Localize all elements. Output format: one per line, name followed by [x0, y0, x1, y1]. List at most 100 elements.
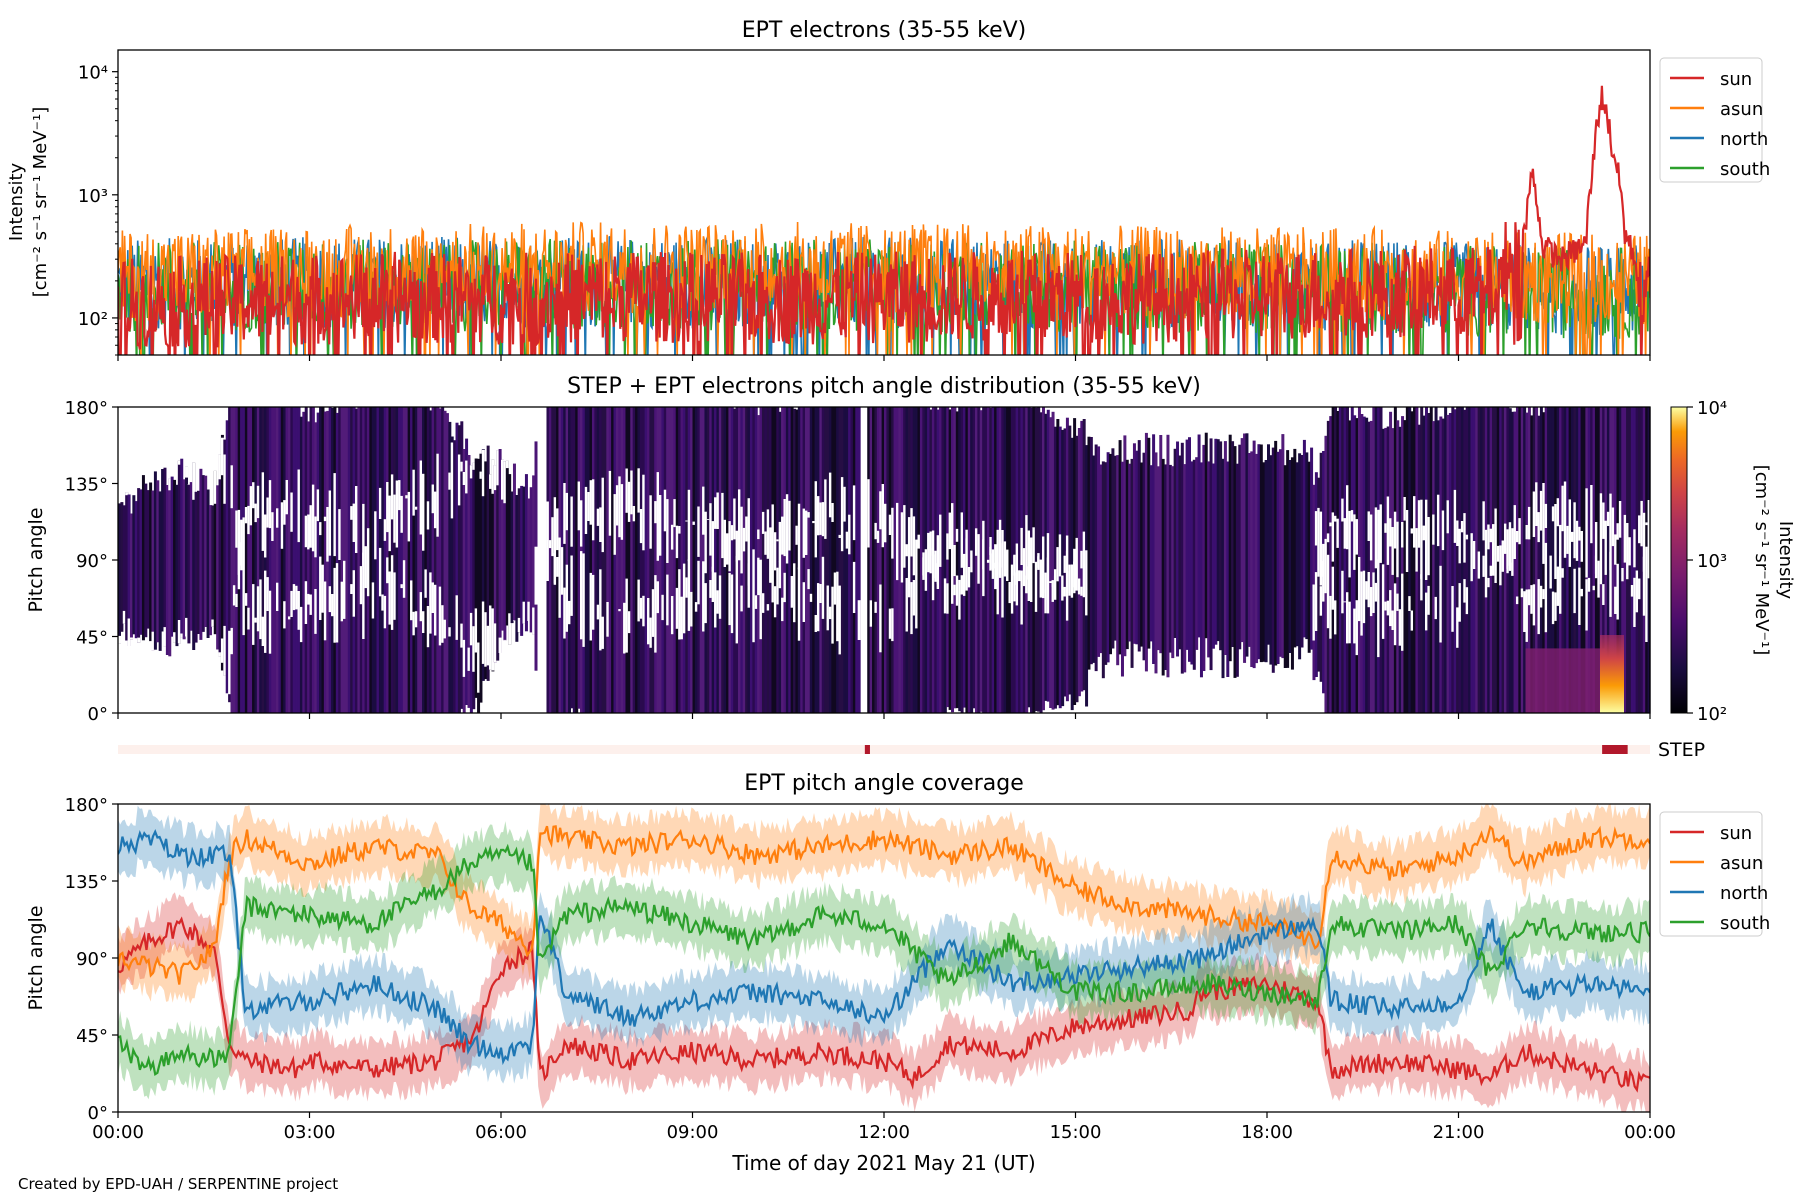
heatmap-gap — [1523, 591, 1527, 632]
heatmap-gap — [852, 561, 856, 613]
heatmap-column — [716, 407, 720, 713]
heatmap-column — [761, 407, 765, 713]
heatmap-gap — [1424, 592, 1428, 631]
heatmap-gap — [936, 535, 940, 589]
heatmap-gap — [903, 505, 907, 568]
heatmap-column — [647, 407, 651, 713]
heatmap-gap — [1496, 545, 1500, 562]
heatmap-gap — [364, 546, 368, 589]
heatmap-gap — [1518, 518, 1522, 545]
heatmap-gap — [620, 484, 624, 540]
heatmap-gap — [352, 503, 356, 542]
heatmap-gap — [754, 595, 758, 609]
heatmap-column — [1238, 444, 1242, 650]
heatmap-gap — [283, 601, 287, 629]
heatmap-gap — [1594, 522, 1598, 574]
heatmap-column — [1489, 407, 1493, 713]
heatmap-gap — [1470, 565, 1474, 582]
heatmap-column — [958, 407, 962, 712]
heatmap-gap — [917, 534, 921, 549]
heatmap-gap — [907, 517, 911, 593]
heatmap-column — [146, 490, 150, 629]
heatmap-column — [1468, 407, 1472, 713]
heatmap-gap — [874, 522, 878, 540]
heatmap-column — [663, 407, 667, 713]
heatmap-column — [271, 407, 275, 713]
heatmap-gap — [1355, 600, 1359, 656]
heatmap-gap — [730, 525, 734, 541]
heatmap-column — [505, 460, 509, 626]
heatmap-gap — [1331, 566, 1335, 610]
heatmap-gap — [939, 514, 943, 567]
heatmap-gap — [955, 575, 959, 606]
heatmap-gap — [879, 491, 883, 530]
heatmap-column — [745, 407, 749, 713]
heatmap-gap — [122, 610, 126, 624]
heatmap-gap — [1389, 590, 1393, 627]
heatmap-gap — [1334, 600, 1338, 635]
heatmap-gap — [467, 647, 471, 671]
heatmap-gap — [769, 527, 773, 583]
step-bar-highlights — [864, 745, 1628, 754]
heatmap-gap — [1348, 510, 1352, 578]
heatmap-gap — [1551, 506, 1555, 522]
heatmap-gap — [982, 520, 986, 570]
heatmap-gap — [1027, 566, 1031, 601]
heatmap-gap — [922, 552, 926, 580]
heatmap-gap — [1377, 559, 1381, 658]
heatmap-gap — [757, 529, 761, 540]
heatmap-column — [972, 407, 976, 709]
heatmap-gap — [647, 598, 651, 645]
heatmap-column — [529, 487, 533, 633]
heatmap-gap — [675, 587, 679, 629]
heatmap-gap — [1427, 517, 1431, 576]
heatmap-gap — [790, 576, 794, 608]
heatmap-gap — [448, 472, 452, 490]
heatmap-column — [302, 411, 306, 713]
heatmap-column — [1185, 439, 1189, 650]
panel3-title: EPT pitch angle coverage — [744, 771, 1024, 796]
heatmap-gap — [1571, 531, 1574, 542]
heatmap-column — [436, 407, 440, 713]
heatmap-column — [845, 407, 849, 713]
heatmap-gap — [1436, 494, 1440, 547]
heatmap-column — [1480, 407, 1484, 713]
heatmap-gap — [388, 571, 392, 625]
panel1-y-ticks: 10² 10³ 10⁴ — [78, 63, 118, 356]
heatmap-gap — [1377, 509, 1381, 580]
heatmap-column — [955, 411, 959, 709]
heatmap-gap — [1492, 524, 1495, 576]
heatmap-column — [295, 407, 299, 713]
heatmap-gap — [163, 627, 167, 647]
heatmap-gap — [1360, 571, 1364, 636]
heatmap-gap — [412, 469, 416, 516]
heatmap-column — [943, 407, 947, 713]
heatmap-gap — [711, 521, 715, 572]
heatmap-gap — [1384, 601, 1388, 611]
y-tick-label: 45° — [76, 1026, 108, 1047]
heatmap-column — [1173, 448, 1177, 638]
heatmap-column — [1307, 461, 1311, 653]
heatmap-column — [816, 407, 820, 713]
y-tick-label: 0° — [88, 1103, 108, 1124]
heatmap-gap — [1542, 589, 1546, 600]
heatmap-column — [1053, 426, 1057, 709]
heatmap-column — [335, 412, 339, 713]
heatmap-gap — [625, 578, 629, 653]
heatmap-gap — [613, 494, 617, 555]
heatmap-gap — [333, 473, 337, 557]
heatmap-gap — [1077, 578, 1081, 595]
heatmap-gap — [1345, 592, 1349, 644]
heatmap-gap — [1369, 514, 1373, 561]
heatmap-gap — [788, 500, 792, 551]
heatmap-column — [433, 407, 437, 713]
heatmap-column — [565, 407, 569, 713]
heatmap-column — [1161, 458, 1165, 676]
heatmap-column — [824, 407, 828, 713]
heatmap-gap — [1403, 497, 1407, 521]
heatmap-gap — [1578, 526, 1582, 541]
heatmap-gap — [589, 480, 593, 525]
heatmap-gap — [359, 566, 363, 605]
heatmap-column — [1535, 407, 1539, 713]
heatmap-gap — [1513, 505, 1517, 559]
